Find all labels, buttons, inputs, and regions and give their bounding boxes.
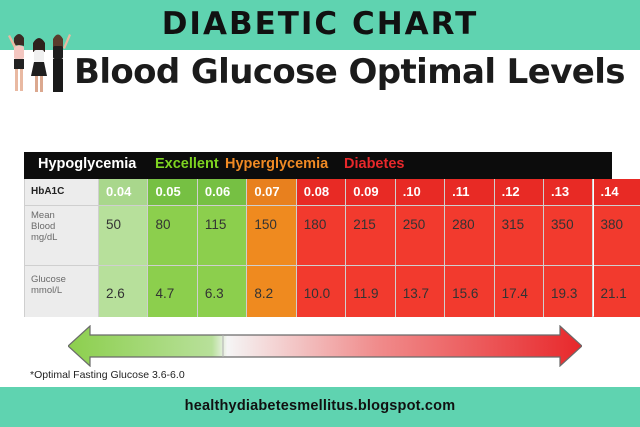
cell-hba1c: 0.05: [148, 179, 198, 206]
women-illustration: [8, 34, 71, 92]
website-link[interactable]: healthydiabetesmellitus.blogspot.com: [184, 398, 456, 414]
chart-subtitle: Blood Glucose Optimal Levels: [74, 52, 626, 92]
legend-hypoglycemia: Hypoglycemia: [38, 156, 137, 172]
cell-mean-blood: 250: [395, 206, 446, 266]
cell-hba1c: .10: [395, 179, 446, 206]
cell-hba1c: .11: [445, 179, 495, 206]
cell-hba1c: 0.07: [247, 179, 297, 206]
cell-hba1c: 0.09: [346, 179, 396, 206]
legend-diabetes: Diabetes: [344, 156, 405, 172]
cell-hba1c: .12: [494, 179, 545, 206]
cell-glucose: 19.3: [544, 266, 594, 317]
cell-hba1c: .13: [544, 179, 594, 206]
cell-mean-blood: 115: [197, 206, 248, 266]
cell-glucose: 15.6: [445, 266, 495, 317]
cell-glucose: 13.7: [395, 266, 446, 317]
cell-glucose: 8.2: [247, 266, 297, 317]
top-banner: [0, 0, 640, 50]
bottom-banner: [0, 387, 640, 427]
legend-excellent: Excellent: [155, 156, 219, 172]
cell-glucose: 17.4: [494, 266, 545, 317]
banner-title: DIABETIC CHART: [161, 6, 479, 42]
cell-hba1c: 0.06: [197, 179, 248, 206]
cell-mean-blood: 380: [593, 206, 640, 266]
legend-hyperglycemia: Hyperglycemia: [225, 156, 329, 172]
table-row-glucose: Glucose mmol/L 2.6 4.7 6.3 8.2 10.0 11.9 13.7 1…: [25, 266, 640, 317]
cell-mean-blood: 215: [346, 206, 396, 266]
footnote: *Optimal Fasting Glucose 3.6-6.0: [30, 369, 185, 381]
cell-mean-blood: 180: [296, 206, 347, 266]
cell-mean-blood: 150: [247, 206, 297, 266]
cell-mean-blood: 350: [544, 206, 594, 266]
cell-glucose: 21.1: [593, 266, 640, 317]
cell-glucose: 6.3: [197, 266, 248, 317]
cell-glucose: 11.9: [346, 266, 396, 317]
row-label-mean-blood: Mean Blood mg/dL: [25, 206, 99, 266]
cell-glucose: 2.6: [99, 266, 149, 317]
row-label-hba1c: HbA1C: [25, 179, 99, 206]
cell-glucose: 4.7: [148, 266, 198, 317]
row-label-glucose: Glucose mmol/L: [25, 266, 99, 317]
cell-hba1c: 0.08: [296, 179, 347, 206]
cell-mean-blood: 315: [494, 206, 545, 266]
legend-bar: Hypoglycemia Excellent Hyperglycemia Dia…: [24, 152, 612, 179]
range-arrow: [68, 325, 582, 367]
cell-mean-blood: 280: [445, 206, 495, 266]
cell-glucose: 10.0: [296, 266, 347, 317]
table-row-mean-blood: Mean Blood mg/dL 50 80 115 150 180 215 250 280 3…: [25, 206, 640, 266]
cell-mean-blood: 50: [99, 206, 149, 266]
table-row-hba1c: HbA1C 0.04 0.05 0.06 0.07 0.08 0.09.10.11.12.…: [25, 179, 640, 206]
cell-hba1c: 0.04: [99, 179, 149, 206]
glucose-table: HbA1C 0.04 0.05 0.06 0.07 0.08 0.09.10.11.12.…: [24, 179, 640, 317]
cell-mean-blood: 80: [148, 206, 198, 266]
cell-hba1c: .14: [593, 179, 640, 206]
